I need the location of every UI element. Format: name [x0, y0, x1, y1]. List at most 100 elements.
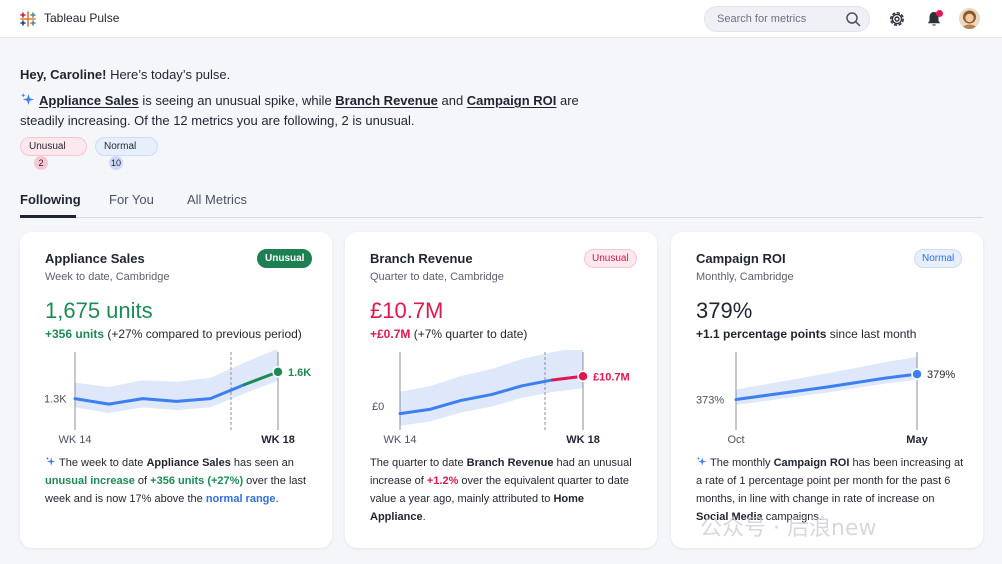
top-bar: Tableau Pulse: [0, 0, 1002, 38]
summary-text-2: and: [437, 93, 467, 108]
insight-metric: Appliance Sales: [146, 457, 231, 469]
insight-part: had an unusual increase of: [370, 457, 632, 487]
insight-part: has seen an: [230, 457, 294, 469]
y-value-label: 1.3K: [44, 394, 67, 406]
end-point: [911, 368, 923, 380]
notification-dot: [936, 10, 943, 17]
chip-count: 10: [109, 156, 123, 170]
insight-part: The week to date: [59, 457, 147, 469]
insight-text: The monthly Campaign ROI has been increa…: [696, 454, 966, 526]
card-title: Branch Revenue: [370, 251, 473, 266]
delta-amount: +1.1 percentage points: [696, 327, 827, 341]
status-badge: Unusual: [584, 249, 637, 268]
x-tick-label-start: WK 14: [58, 434, 91, 446]
watermark-text: 公众号 · 后浪new: [700, 516, 877, 541]
sparkle-icon: [45, 456, 56, 466]
trend-line: [734, 372, 919, 402]
insight-part: .: [422, 511, 426, 523]
insight-highlight: +1.2%: [426, 475, 459, 487]
metric-card-branch-revenue[interactable]: Branch Revenue Quarter to date, Cambridg…: [345, 232, 657, 548]
summary-text-3: are steadily increasing. Of the 12 metri…: [20, 93, 579, 128]
gear-icon[interactable]: [887, 9, 907, 29]
end-value-label: 379%: [927, 369, 955, 381]
trend-line-unusual: [242, 370, 280, 387]
sparkle-icon: [20, 92, 35, 106]
normal-range-link[interactable]: normal range: [205, 493, 276, 505]
summary-text-1: is seeing an unusual spike, while: [138, 93, 336, 108]
search-icon[interactable]: [845, 11, 861, 27]
trend-line: [73, 383, 246, 406]
end-value-label: 1.6K: [288, 367, 311, 379]
tableau-logo-icon[interactable]: [19, 10, 37, 28]
greeting: Hey, Caroline! Here’s today’s pulse.: [20, 67, 230, 82]
status-badge: Normal: [914, 249, 963, 268]
metric-card-campaign-roi[interactable]: Campaign ROI Monthly, Cambridge Normal 3…: [671, 232, 983, 548]
insight-part: The monthly: [710, 457, 774, 469]
insight-text: The week to date Appliance Sales has see…: [45, 454, 315, 508]
metric-value: 1,675 units: [45, 298, 153, 323]
trend-chart: 1.6K 1.3K WK 14 WK 18: [44, 350, 311, 446]
tab-for-you[interactable]: For You: [109, 192, 154, 207]
app-title: Tableau Pulse: [44, 11, 120, 25]
unusual-filter-chip[interactable]: Unusual 2: [20, 137, 87, 170]
search-input[interactable]: [717, 11, 837, 27]
metric-card-appliance-sales[interactable]: Appliance Sales Week to date, Cambridge …: [20, 232, 332, 548]
y-value-label: 373%: [696, 395, 724, 407]
insight-metric: Campaign ROI: [773, 457, 850, 469]
chip-count: 2: [34, 156, 48, 170]
metric-delta: +1.1 percentage points since last month: [696, 327, 916, 341]
trend-chart: £10.7M £0 WK 14 WK 18: [372, 350, 630, 446]
search-box[interactable]: [704, 6, 870, 32]
insight-text: The quarter to date Branch Revenue had a…: [370, 454, 640, 526]
delta-amount: +£0.7M: [370, 327, 411, 341]
metric-delta: +£0.7M (+7% quarter to date): [370, 327, 527, 341]
metric-value: £10.7M: [370, 298, 444, 323]
insight-highlight: +356 units (+27%): [150, 475, 244, 487]
trend-chart: 379% 373% Oct May: [696, 352, 955, 446]
card-subtitle: Monthly, Cambridge: [696, 271, 794, 283]
tab-bar: Following For You All Metrics: [20, 192, 983, 218]
delta-text: (+7% quarter to date): [410, 327, 528, 341]
status-badge: Unusual: [257, 249, 313, 268]
card-subtitle: Week to date, Cambridge: [45, 271, 170, 283]
card-title: Campaign ROI: [696, 251, 786, 266]
x-tick-label-start: Oct: [727, 434, 744, 446]
campaign-roi-link[interactable]: Campaign ROI: [466, 93, 557, 108]
y-value-label: £0: [372, 401, 384, 413]
end-value-label: £10.7M: [593, 371, 630, 383]
normal-range-band: [75, 350, 278, 413]
insight-part: .: [275, 493, 279, 505]
avatar[interactable]: [959, 8, 980, 29]
metric-delta: +356 units (+27% compared to previous pe…: [45, 327, 302, 341]
card-title: Appliance Sales: [45, 251, 145, 266]
chip-label: Normal: [104, 141, 137, 152]
chip-label: Unusual: [29, 141, 66, 152]
appliance-sales-link[interactable]: Appliance Sales: [39, 93, 139, 108]
insight-metric: Home Appliance: [370, 493, 585, 523]
normal-range-band: [400, 350, 583, 426]
greeting-name: Hey, Caroline!: [20, 67, 107, 82]
greeting-rest: Here’s today’s pulse.: [106, 67, 231, 82]
card-subtitle: Quarter to date, Cambridge: [370, 271, 504, 283]
delta-amount: +356 units: [45, 327, 105, 341]
metric-value: 379%: [696, 298, 753, 323]
insight-part: of: [134, 475, 151, 487]
sparkle-icon: [696, 456, 707, 466]
insight-part: The quarter to date: [370, 457, 467, 469]
trend-line: [398, 378, 554, 416]
tab-following[interactable]: Following: [20, 192, 81, 207]
delta-text: (+27% compared to previous period): [104, 327, 302, 341]
end-point: [577, 370, 589, 383]
pulse-summary: Appliance Sales is seeing an unusual spi…: [20, 91, 580, 131]
insight-part: campaigns.: [762, 511, 822, 523]
insight-metric: Social Media: [696, 511, 763, 523]
branch-revenue-link[interactable]: Branch Revenue: [335, 93, 438, 108]
tab-all-metrics[interactable]: All Metrics: [187, 192, 247, 207]
insight-part: has been increasing at a rate of 1 perce…: [696, 457, 964, 505]
insight-part: over the equivalent quarter to date valu…: [370, 475, 629, 505]
normal-filter-chip[interactable]: Normal 10: [95, 137, 158, 170]
x-tick-label-end: WK 18: [566, 434, 600, 446]
active-tab-indicator: [20, 215, 76, 218]
insight-highlight: unusual increase: [45, 475, 135, 487]
x-tick-label-end: May: [906, 434, 928, 446]
